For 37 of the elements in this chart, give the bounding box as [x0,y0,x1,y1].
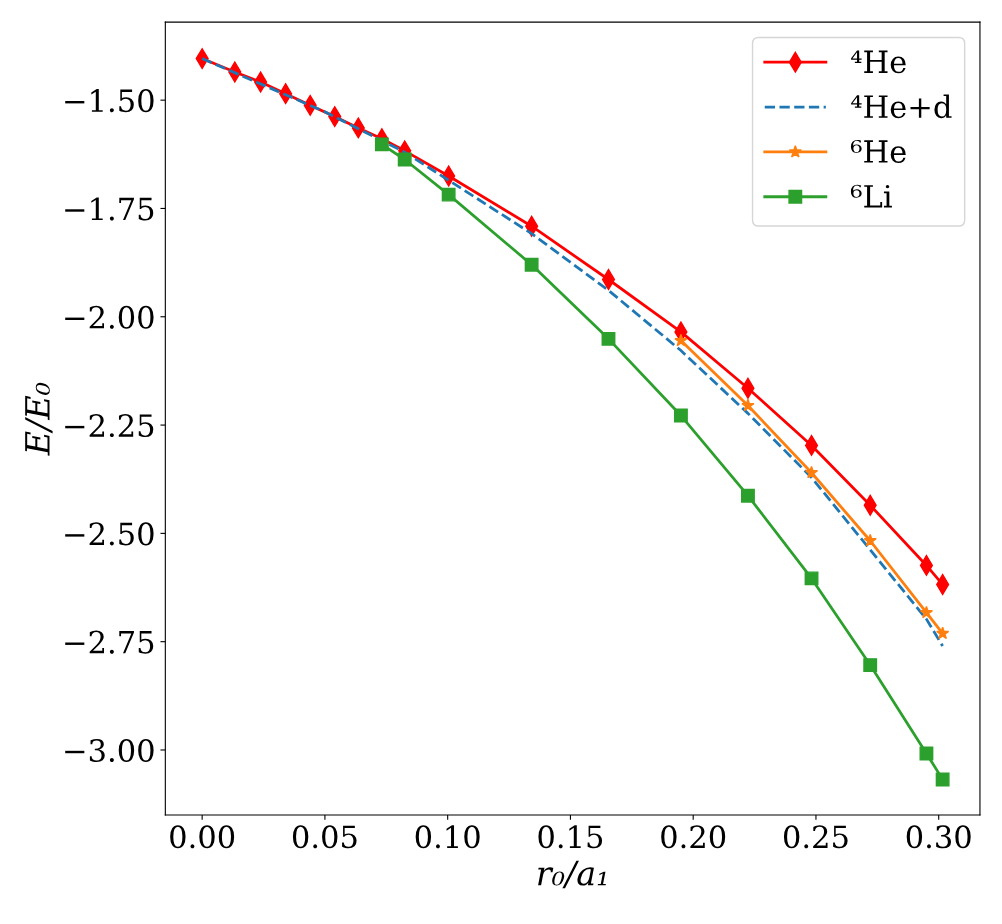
point [601,331,616,346]
y-tick-label: −2.25 [65,414,154,438]
legend-label: ⁶He [850,139,906,164]
point [673,408,688,423]
y-axis-title: E/E₀ [25,382,53,456]
y-tick-label: −2.00 [65,305,154,329]
point [441,187,456,202]
x-tick-label: 0.25 [783,825,848,849]
x-tick-label: 0.20 [661,825,726,849]
x-tick-label: 0.30 [906,825,971,849]
legend-label: ⁴He+d [851,94,952,119]
x-tick-label: 0.05 [292,825,357,849]
y-tick-label: −2.75 [65,630,154,654]
point [863,533,877,547]
point [524,257,539,272]
x-axis-title: r₀/a₁ [538,860,606,889]
point [935,772,950,787]
point [674,333,688,347]
x-tick-label: 0.15 [538,825,603,849]
point [863,658,878,673]
x-tick-label: 0.00 [170,825,235,849]
point [919,746,934,761]
y-tick-label: −3.00 [65,738,154,763]
y-tick-label: −1.50 [65,89,154,113]
point [740,488,755,503]
point [935,626,950,640]
point [741,398,755,412]
point [919,605,934,619]
x-tick-label: 0.10 [415,825,480,849]
point [397,152,412,167]
point [804,465,819,479]
legend-label: ⁶Li [850,184,892,208]
legend-label: ⁴He [851,50,906,74]
point [374,137,389,152]
y-tick-label: −2.50 [65,522,154,546]
point [804,571,819,586]
y-tick-label: −1.75 [65,197,154,221]
